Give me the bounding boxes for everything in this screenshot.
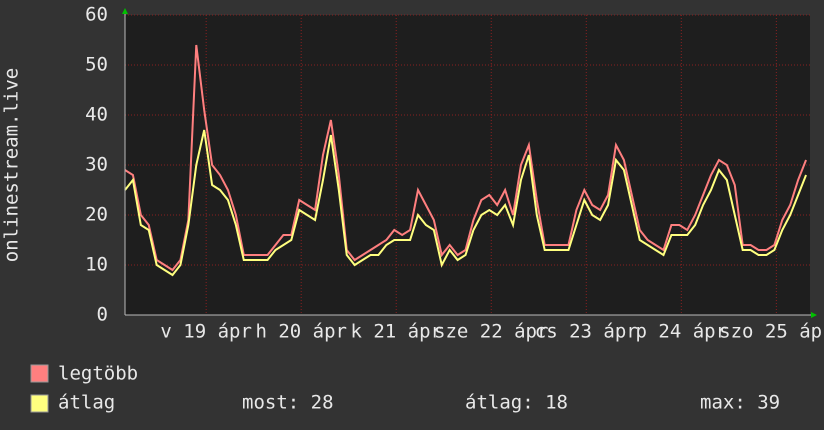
- x-tick-label: v 19 ápr: [160, 321, 252, 343]
- stat: max: 39: [700, 392, 780, 414]
- x-tick-label: sze 22 ápr: [434, 321, 548, 343]
- legend-label: legtöbb: [58, 363, 138, 385]
- stat: átlag: 18: [465, 392, 568, 414]
- y-tick-label: 0: [97, 304, 108, 326]
- legend-label: átlag: [58, 392, 115, 414]
- legend-swatch: [30, 394, 49, 413]
- y-arrow: [122, 8, 128, 14]
- y-axis-label: onlinestream.live: [1, 68, 23, 262]
- y-tick-label: 50: [85, 54, 108, 76]
- series-line: [124, 129, 807, 277]
- y-tick-label: 10: [85, 254, 108, 276]
- x-tick-label: szo 25 ápr: [719, 321, 824, 343]
- x-arrow: [811, 312, 817, 318]
- stat: most: 28: [242, 392, 334, 414]
- x-tick-label: p 24 ápr: [636, 321, 728, 343]
- x-tick-label: cs 23 ápr: [535, 321, 638, 343]
- series-line: [124, 44, 807, 272]
- y-tick-label: 40: [85, 104, 108, 126]
- legend-swatch: [30, 364, 49, 383]
- x-tick-label: k 21 ápr: [350, 321, 442, 343]
- y-tick-label: 60: [85, 4, 108, 26]
- y-tick-label: 20: [85, 204, 108, 226]
- y-tick-label: 30: [85, 154, 108, 176]
- x-tick-label: h 20 ápr: [255, 321, 347, 343]
